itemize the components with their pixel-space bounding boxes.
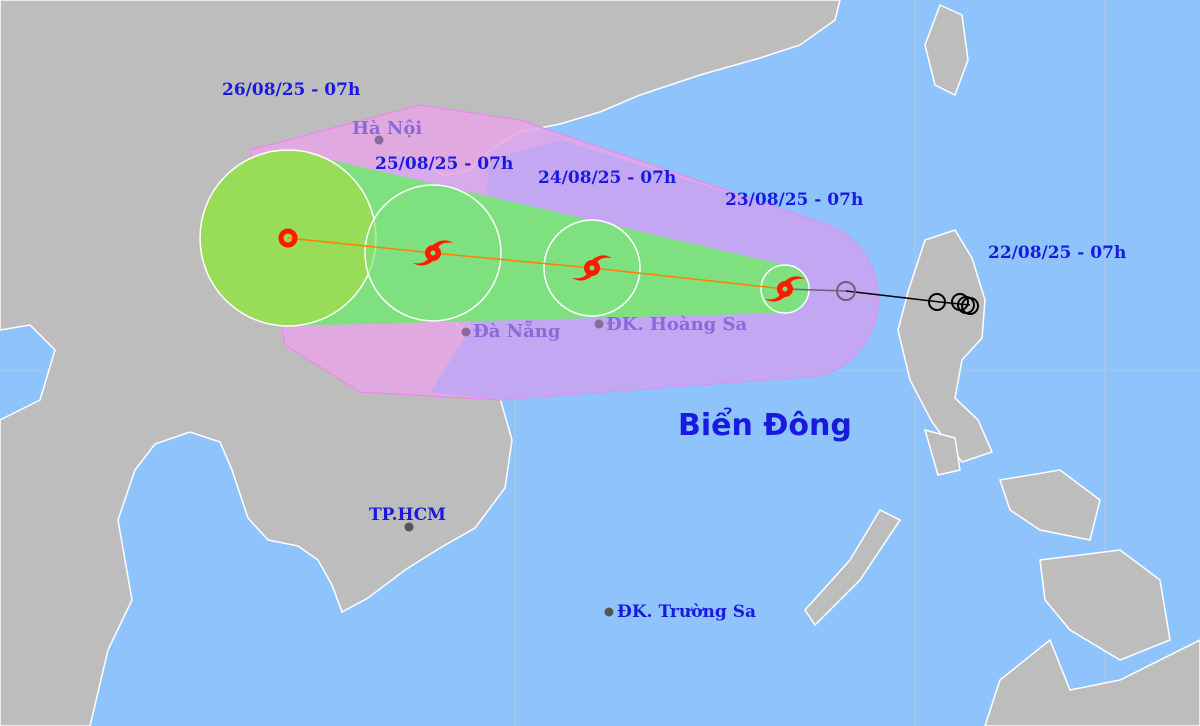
track-segment: [784, 288, 847, 292]
danang-dot: [461, 327, 471, 337]
storm-icon: [572, 255, 612, 281]
place-dots: [374, 135, 614, 617]
storm-icon: [413, 240, 453, 266]
storm-icons: [413, 240, 805, 302]
truongsa-dot: [604, 607, 614, 617]
storm-icon: [765, 276, 805, 302]
time-label-23: 23/08/25 - 07h: [725, 190, 864, 210]
time-label-24: 24/08/25 - 07h: [538, 168, 677, 188]
visayas-islands: [999, 469, 1101, 541]
taiwan-island: [924, 3, 969, 97]
label-danang: Đà Nẵng: [473, 321, 561, 342]
time-label-26: 26/08/25 - 07h: [222, 80, 361, 100]
depression-icon: [278, 228, 298, 248]
palawan-island: [804, 509, 902, 627]
label-hanoi: Hà Nội: [352, 118, 423, 139]
mindoro-island: [923, 428, 961, 476]
sea-label: Biển Đông: [678, 408, 852, 443]
luzon-island: [897, 229, 994, 463]
hanoi-dot: [374, 135, 384, 145]
mindanao-island: [1039, 549, 1171, 661]
forecast-track-line: [287, 237, 786, 290]
label-truongsa: ĐK. Trường Sa: [617, 602, 756, 622]
borneo-island: [984, 638, 1200, 726]
label-tphcm: TP.HCM: [369, 505, 446, 525]
label-hoangsa: ĐK. Hoàng Sa: [606, 314, 748, 335]
current-position-marker: [836, 281, 856, 301]
past-track-line: [845, 290, 971, 306]
past-positions: [928, 293, 979, 315]
hoangsa-dot: [594, 319, 604, 329]
tphcm-dot: [404, 522, 414, 532]
time-label-25: 25/08/25 - 07h: [375, 154, 514, 174]
wind-circle-24: [543, 219, 641, 317]
time-label-22: 22/08/25 - 07h: [988, 243, 1127, 263]
